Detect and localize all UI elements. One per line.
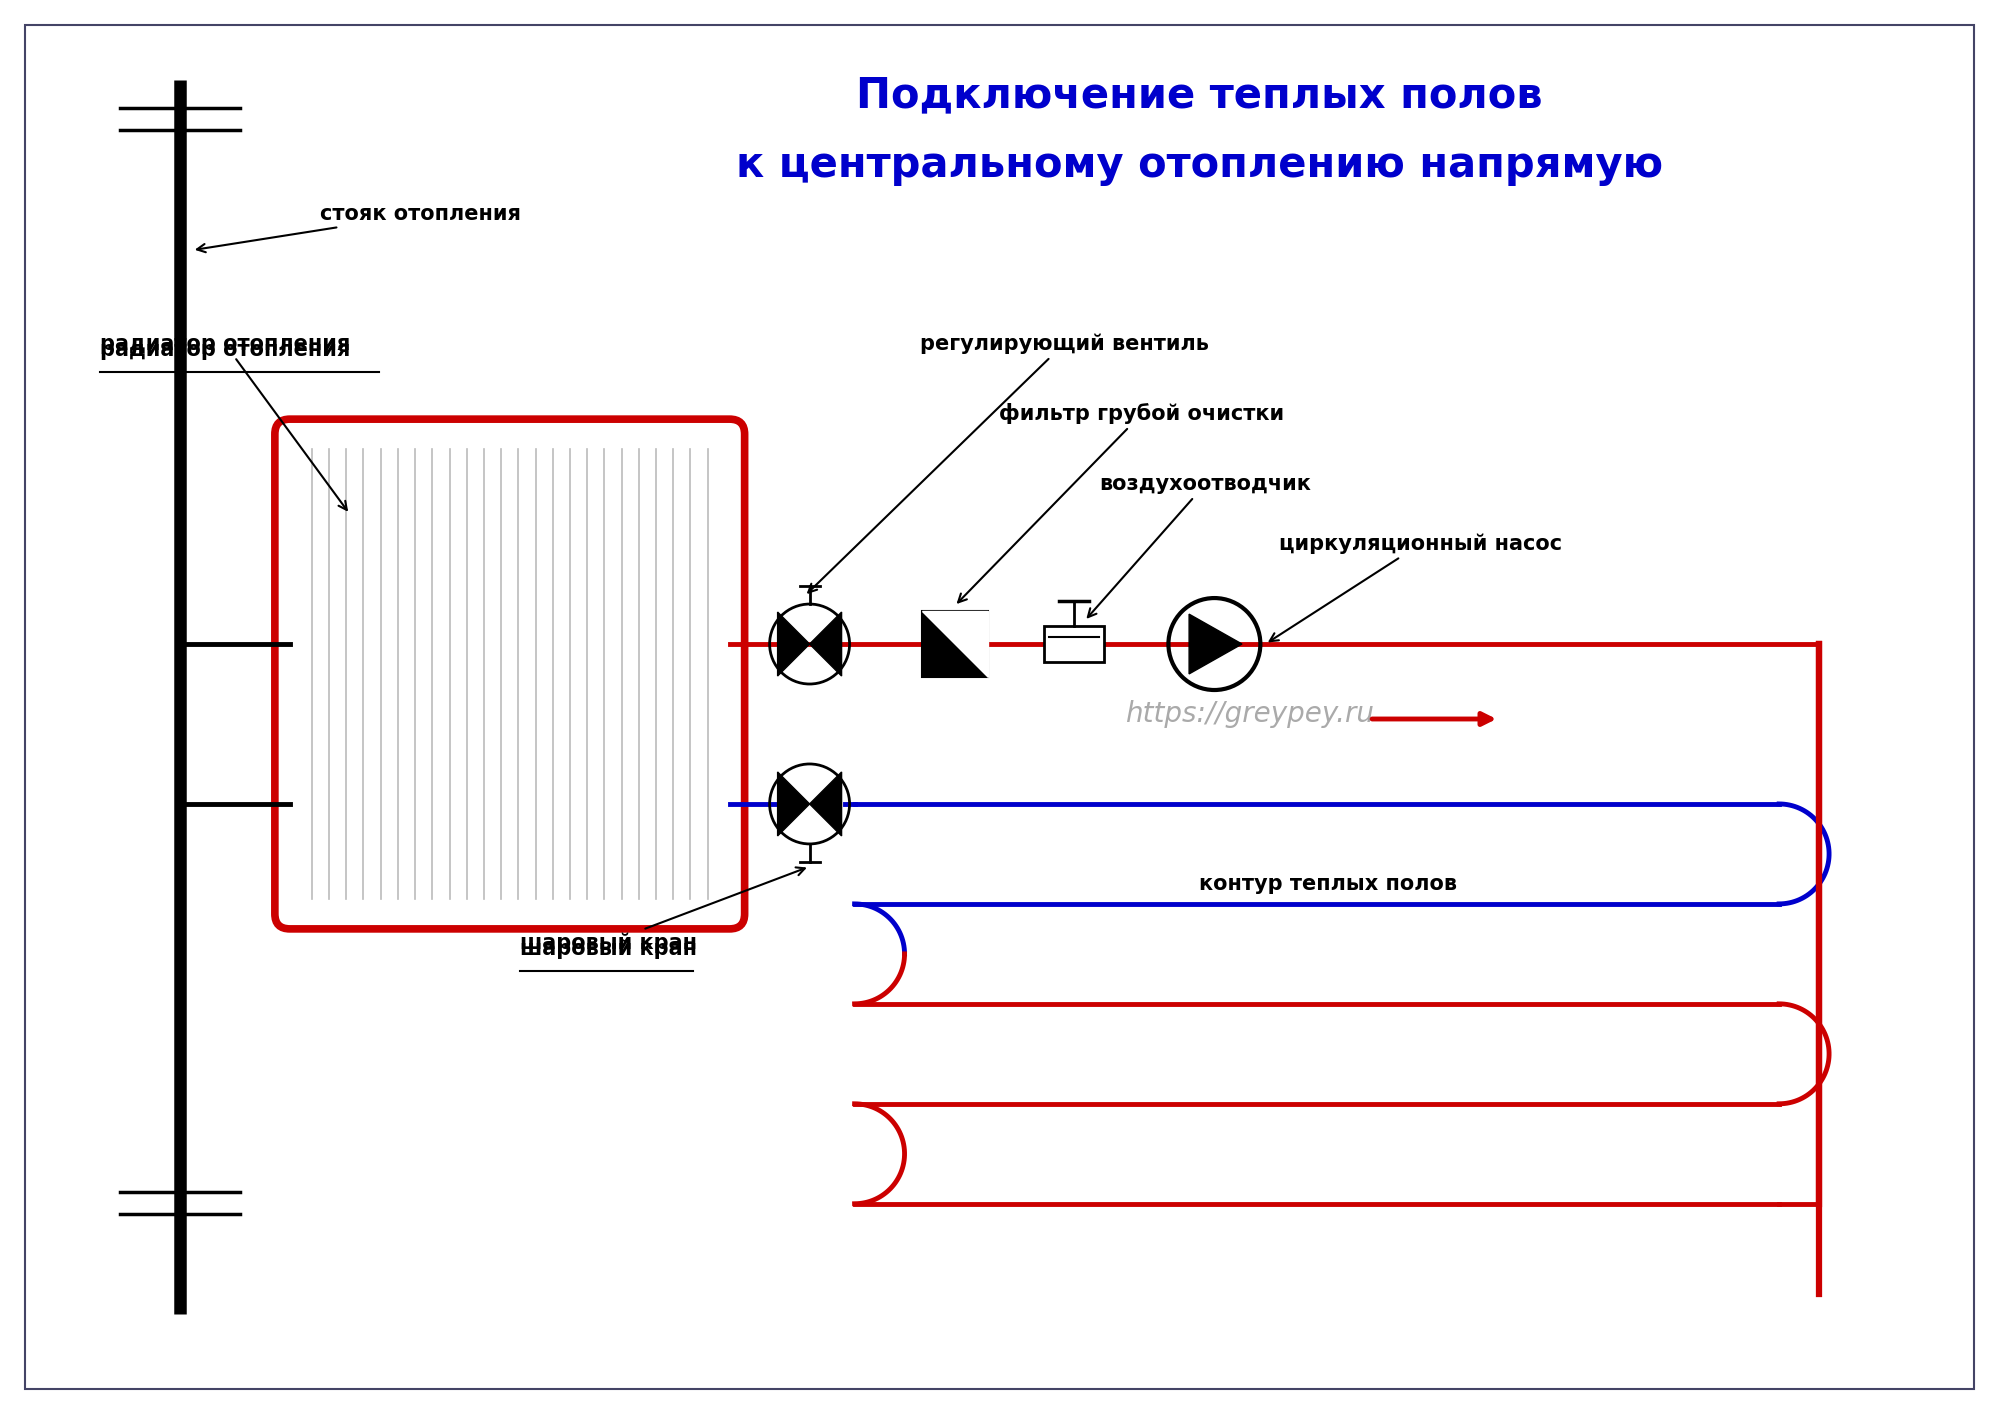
Text: радиатор отопления: радиатор отопления bbox=[100, 341, 350, 361]
Polygon shape bbox=[809, 772, 841, 836]
Bar bbox=[1043, 626, 1103, 662]
Text: циркуляционный насос: циркуляционный насос bbox=[1269, 533, 1562, 642]
Text: фильтр грубой очистки: фильтр грубой очистки bbox=[957, 403, 1285, 602]
Polygon shape bbox=[1189, 614, 1241, 674]
Bar bbox=[921, 611, 987, 677]
Text: к центральному отоплению напрямую: к центральному отоплению напрямую bbox=[735, 144, 1662, 187]
Text: воздухоотводчик: воздухоотводчик bbox=[1087, 474, 1311, 618]
Text: радиатор отопления: радиатор отопления bbox=[100, 334, 350, 510]
Polygon shape bbox=[777, 612, 809, 676]
Text: стояк отопления: стояк отопления bbox=[198, 204, 521, 252]
Polygon shape bbox=[921, 611, 987, 677]
Text: регулирующий вентиль: регулирующий вентиль bbox=[807, 334, 1209, 592]
Text: шаровый кран: шаровый кран bbox=[519, 867, 805, 953]
Text: шаровый кран: шаровый кран bbox=[519, 939, 697, 959]
Polygon shape bbox=[777, 772, 809, 836]
Polygon shape bbox=[809, 612, 841, 676]
Text: Подключение теплых полов: Подключение теплых полов bbox=[855, 75, 1542, 116]
Text: https://greypey.ru: https://greypey.ru bbox=[1125, 700, 1373, 728]
FancyBboxPatch shape bbox=[274, 419, 743, 929]
Text: контур теплых полов: контур теплых полов bbox=[1199, 874, 1457, 894]
